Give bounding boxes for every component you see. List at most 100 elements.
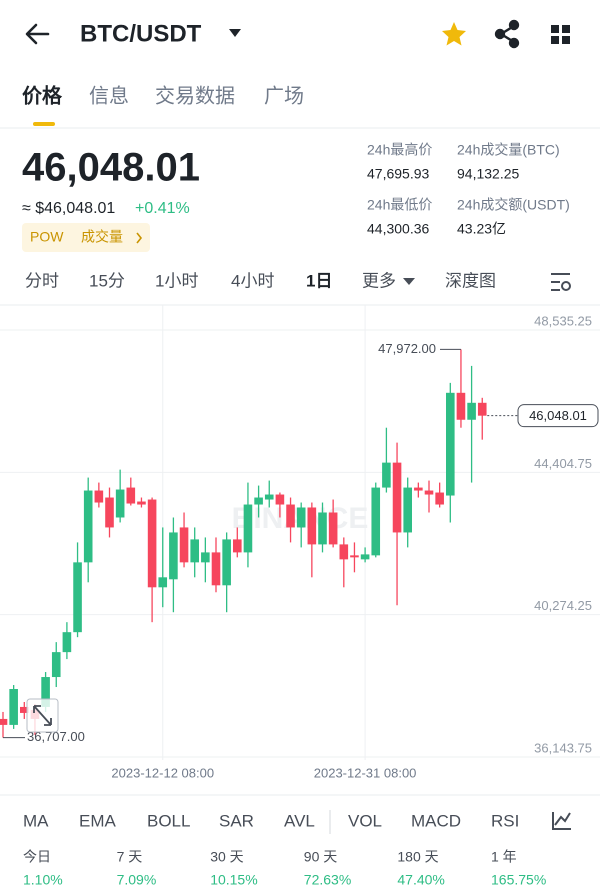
kline-chart: BINANCE48,535.2544,404.7540,274.2536,143… (0, 305, 600, 780)
stat-label: 24h最低价 (367, 197, 432, 213)
candle-body (233, 539, 242, 553)
stat-label: 24h最高价 (367, 142, 432, 158)
candle-body (137, 501, 146, 505)
period-label: 30 天 (210, 849, 243, 865)
price-usd: ≈ $46,048.01 (22, 200, 115, 217)
tab[interactable]: 交易数据 (155, 84, 235, 107)
period-label: 180 天 (397, 849, 438, 865)
candle-body (264, 494, 274, 500)
candle-body (414, 487, 423, 491)
indicator-tab[interactable]: SAR (219, 811, 254, 830)
stat-label: 24h成交量(BTC) (457, 142, 560, 158)
candle-body (51, 652, 61, 678)
candle-body (179, 527, 189, 563)
period-label: 今日 (23, 849, 51, 865)
candle-body (456, 392, 466, 420)
period-label: 90 天 (304, 849, 337, 865)
pair-dropdown[interactable] (229, 29, 241, 37)
candle-body (115, 489, 125, 518)
interval-tab[interactable]: 分时 (25, 271, 59, 290)
more-interval[interactable]: 更多 (362, 271, 396, 290)
candle-body (350, 555, 359, 558)
y-tick-label: 44,404.75 (534, 456, 592, 471)
indicator-tab[interactable]: RSI (491, 811, 519, 830)
y-tick-label: 48,535.25 (534, 313, 592, 328)
indicator-tab[interactable]: MACD (411, 811, 461, 830)
period-change: 10.15% (210, 872, 257, 888)
candle-body (41, 677, 50, 707)
interval-tab[interactable]: 4小时 (231, 271, 274, 290)
candle-body (0, 718, 8, 725)
candle-body (467, 402, 476, 420)
tab[interactable]: 价格 (22, 83, 63, 107)
indicator-tab[interactable]: EMA (79, 811, 117, 830)
tag[interactable]: POW (30, 229, 64, 245)
candle-body (94, 490, 104, 503)
candle-body (190, 539, 199, 563)
y-tick-label: 36,143.75 (534, 740, 592, 755)
tab[interactable]: 广场 (264, 84, 304, 107)
candle-body (275, 494, 285, 505)
layout-button[interactable] (551, 25, 570, 44)
more-dropdown[interactable] (403, 278, 415, 285)
back-button[interactable] (25, 23, 50, 45)
indicator-tab[interactable]: BOLL (147, 811, 190, 830)
candle-body (243, 504, 253, 553)
candle-body (403, 487, 412, 533)
candle-body (201, 552, 210, 563)
interval-tab[interactable]: 1小时 (155, 271, 198, 290)
candle-body (62, 632, 72, 653)
stat-value: 43.23亿 (457, 221, 506, 237)
period-change: 7.09% (117, 872, 157, 888)
last-price-label: 46,048.01 (529, 408, 587, 423)
candle-body (477, 402, 487, 416)
y-tick-label: 40,274.25 (534, 598, 592, 613)
tag-arrow (136, 232, 143, 244)
tab-indicator (33, 122, 55, 126)
stat-value: 47,695.93 (367, 166, 429, 182)
candle-body (286, 504, 295, 528)
stat-value: 44,300.36 (367, 221, 429, 237)
price-change: +0.41% (135, 200, 190, 217)
stat-label: 24h成交额(USDT) (457, 197, 570, 213)
candle-body (254, 497, 263, 505)
indicator-tab[interactable]: MA (23, 811, 49, 830)
favorite-star[interactable] (442, 22, 466, 46)
pair-title[interactable]: BTC/USDT (80, 20, 202, 47)
interval-tab[interactable]: 1日 (306, 271, 332, 290)
candle-body (382, 462, 391, 488)
indicator-tab[interactable]: VOL (348, 811, 382, 830)
period-change: 165.75% (491, 872, 546, 888)
min-marker-label: 36,707.00 (27, 729, 85, 744)
chart-settings[interactable] (551, 273, 571, 291)
indicator-settings[interactable] (552, 812, 571, 830)
last-price-box (517, 404, 599, 428)
candle-body (307, 507, 317, 545)
expand-button[interactable] (26, 698, 59, 733)
candle-body (73, 562, 82, 633)
candle-body (446, 392, 455, 496)
share-button[interactable] (494, 19, 520, 49)
period-change: 1.10% (23, 872, 63, 888)
candle-body (20, 706, 29, 713)
depth-tab[interactable]: 深度图 (445, 271, 496, 290)
candle-body (9, 688, 18, 725)
candle-body (296, 507, 306, 528)
candle-body (339, 544, 349, 560)
candle-body (83, 490, 93, 563)
candle-body (435, 492, 444, 505)
candle-body (371, 487, 381, 556)
candle-body (211, 552, 221, 586)
tab[interactable]: 信息 (89, 84, 129, 107)
indicator-tab[interactable]: AVL (284, 811, 315, 830)
candle-body (158, 577, 168, 588)
period-change: 72.63% (304, 872, 351, 888)
tag-box[interactable] (22, 223, 150, 252)
interval-tab[interactable]: 15分 (89, 271, 125, 290)
candle-body (147, 499, 157, 588)
period-label: 1 年 (491, 849, 517, 865)
x-tick-label: 2023-12-31 08:00 (314, 765, 417, 780)
candle-body (328, 512, 338, 545)
tag-link[interactable]: 成交量 (81, 229, 123, 245)
